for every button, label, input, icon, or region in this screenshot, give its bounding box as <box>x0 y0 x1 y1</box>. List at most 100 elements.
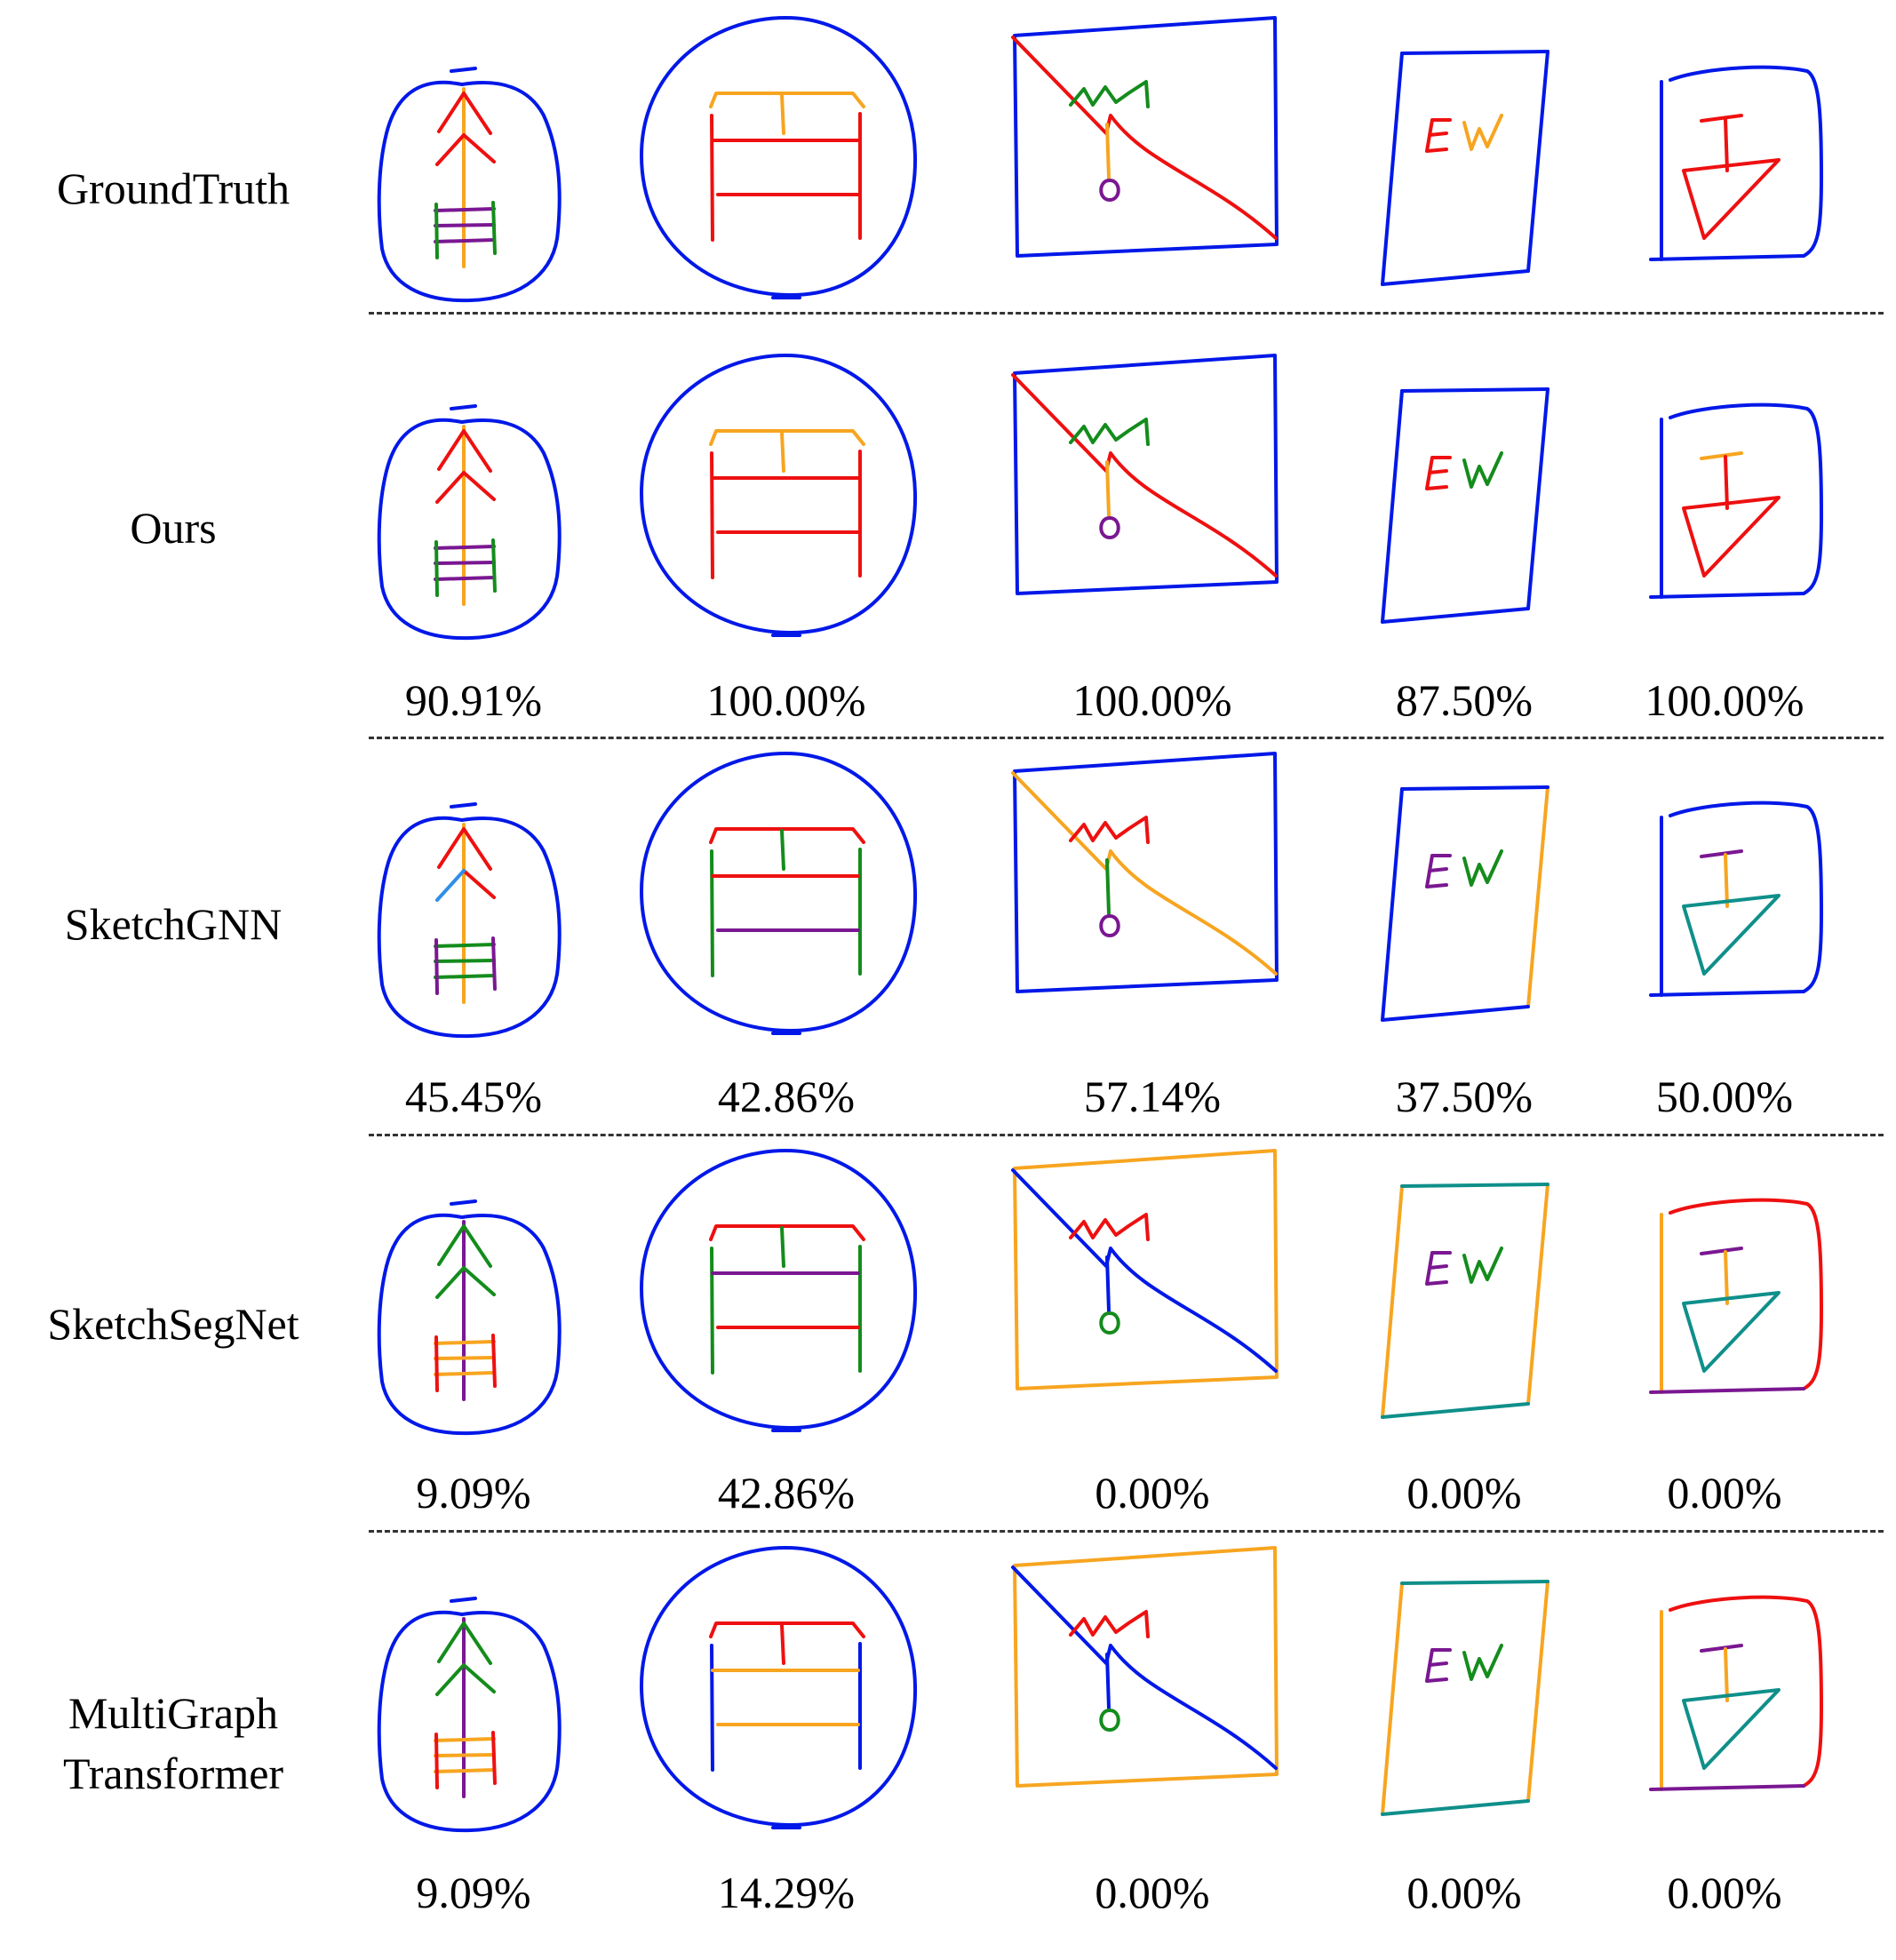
rect-stem-stroke <box>1105 123 1111 179</box>
t-bottom-edge-stroke <box>1649 990 1805 997</box>
ew-left-edge-stroke <box>1381 389 1404 624</box>
sketch-rect <box>1011 354 1279 595</box>
method-label: SketchSegNet <box>47 1299 299 1349</box>
ew-letter-e-stroke <box>1425 118 1452 153</box>
accuracy-score: 87.50% <box>1395 675 1534 725</box>
bed-circle-stroke <box>640 16 918 299</box>
t-outer-frame-stroke <box>1669 1595 1823 1788</box>
ew-bottom-edge-stroke <box>1381 1005 1530 1022</box>
tree-middle-branch-left-stroke <box>435 133 466 166</box>
t-stem-stroke <box>1724 853 1729 908</box>
tree-middle-branch-left-stroke <box>435 1266 466 1299</box>
sketch-tree <box>377 802 562 1039</box>
bed-legs-stroke <box>710 112 862 242</box>
sketch-rect <box>1011 752 1279 993</box>
accuracy-score: 50.00% <box>1655 1072 1794 1121</box>
rect-diagonal-stroke <box>1011 771 1278 976</box>
rect-squiggle-stroke <box>1069 816 1150 844</box>
rect-small-circle-stroke <box>1099 1311 1120 1335</box>
sketch-rect <box>1011 16 1279 258</box>
t-outer-frame-stroke <box>1669 801 1823 993</box>
sketch-row <box>377 752 1823 1039</box>
tree-middle-branch-right-stroke <box>462 869 496 899</box>
tree-outline-stroke <box>377 802 562 1039</box>
bed-circle-stroke <box>640 752 918 1035</box>
t-top-bar-stroke <box>1700 1644 1743 1653</box>
sketch-bed <box>640 1149 918 1432</box>
tree-middle-branch-right-stroke <box>462 1266 496 1296</box>
accuracy-score: 0.00% <box>1406 1868 1522 1917</box>
rect-small-circle-stroke <box>1099 179 1120 202</box>
rect-diagonal-stroke <box>1011 1566 1278 1770</box>
ew-right-edge-stroke <box>1526 50 1549 273</box>
sketch-t <box>1649 1198 1823 1394</box>
bed-legs-stroke <box>710 1642 862 1772</box>
method-label: Ours <box>130 503 217 553</box>
rect-small-circle-stroke <box>1099 1709 1120 1732</box>
accuracy-score: 100.00% <box>1645 675 1804 725</box>
t-triangle-stroke <box>1682 894 1780 976</box>
sketch-t <box>1649 801 1823 997</box>
t-triangle-stroke <box>1682 158 1780 240</box>
t-stem-stroke <box>1724 1250 1729 1305</box>
bed-headboard-stroke <box>709 827 865 844</box>
sketch-ew <box>1381 785 1549 1022</box>
rect-squiggle-stroke <box>1069 1213 1150 1241</box>
tree-ladder-rungs-stroke <box>434 1737 496 1773</box>
ew-bottom-edge-stroke <box>1381 1402 1530 1419</box>
tree-upper-branch-stroke <box>437 92 492 135</box>
method-label: SketchGNN <box>64 899 283 949</box>
sketch-rect <box>1011 1149 1279 1390</box>
sketch-row <box>377 16 1823 303</box>
t-triangle-stroke <box>1682 496 1780 578</box>
rect-diagonal-stroke <box>1011 36 1278 240</box>
tree-upper-branch-stroke <box>437 1621 492 1665</box>
ew-letter-e-stroke <box>1425 854 1452 888</box>
row-separator <box>369 1134 1884 1136</box>
t-top-bar-stroke <box>1700 1247 1743 1255</box>
bed-center-post-stroke <box>780 93 785 135</box>
tree-middle-branch-right-stroke <box>462 133 496 163</box>
bed-headboard-stroke <box>709 429 865 446</box>
sketch-row <box>377 1149 1823 1436</box>
ew-letter-e-stroke <box>1425 1648 1452 1683</box>
sketch-ew <box>1381 387 1549 624</box>
ew-left-edge-stroke <box>1381 1184 1404 1419</box>
t-stem-stroke <box>1724 117 1729 172</box>
rect-diagonal-stroke <box>1011 1168 1278 1373</box>
ew-top-edge-stroke <box>1400 387 1549 393</box>
ew-top-edge-stroke <box>1400 1580 1549 1585</box>
tree-ladder-rungs-stroke <box>434 1340 496 1376</box>
accuracy-score: 9.09% <box>416 1468 531 1518</box>
t-top-bar-stroke <box>1700 849 1743 858</box>
ew-bottom-edge-stroke <box>1381 1799 1530 1816</box>
ew-letter-w-stroke <box>1462 849 1503 887</box>
ew-top-edge-stroke <box>1400 785 1549 791</box>
rect-diagonal-stroke <box>1011 373 1278 578</box>
t-triangle-stroke <box>1682 1291 1780 1373</box>
t-top-bar-stroke <box>1700 451 1743 460</box>
t-stem-stroke <box>1724 455 1729 510</box>
accuracy-score: 90.91% <box>404 675 543 725</box>
tree-outline-stroke <box>377 1199 562 1436</box>
ew-letter-w-stroke <box>1462 114 1503 151</box>
bed-legs-stroke <box>710 848 862 977</box>
rect-squiggle-stroke <box>1069 418 1150 446</box>
tree-middle-branch-right-stroke <box>462 1663 496 1693</box>
rect-small-circle-stroke <box>1099 516 1120 539</box>
method-label: GroundTruth <box>56 163 291 213</box>
bed-center-post-stroke <box>780 829 785 871</box>
method-label: MultiGraph Transformer <box>62 1688 284 1798</box>
tree-ladder-sides-stroke <box>434 936 497 995</box>
sketch-bed <box>640 752 918 1035</box>
rect-small-circle-stroke <box>1099 914 1120 937</box>
bed-circle-stroke <box>640 1546 918 1829</box>
ew-letter-w-stroke <box>1462 451 1503 489</box>
ew-right-edge-stroke <box>1526 1183 1549 1406</box>
tree-outline-stroke <box>377 67 562 303</box>
sketch-bed <box>640 1546 918 1829</box>
accuracy-score: 0.00% <box>1095 1468 1210 1518</box>
tree-outline-stroke <box>377 404 562 641</box>
rect-frame-stroke <box>1013 354 1279 595</box>
accuracy-score: 9.09% <box>416 1868 531 1917</box>
